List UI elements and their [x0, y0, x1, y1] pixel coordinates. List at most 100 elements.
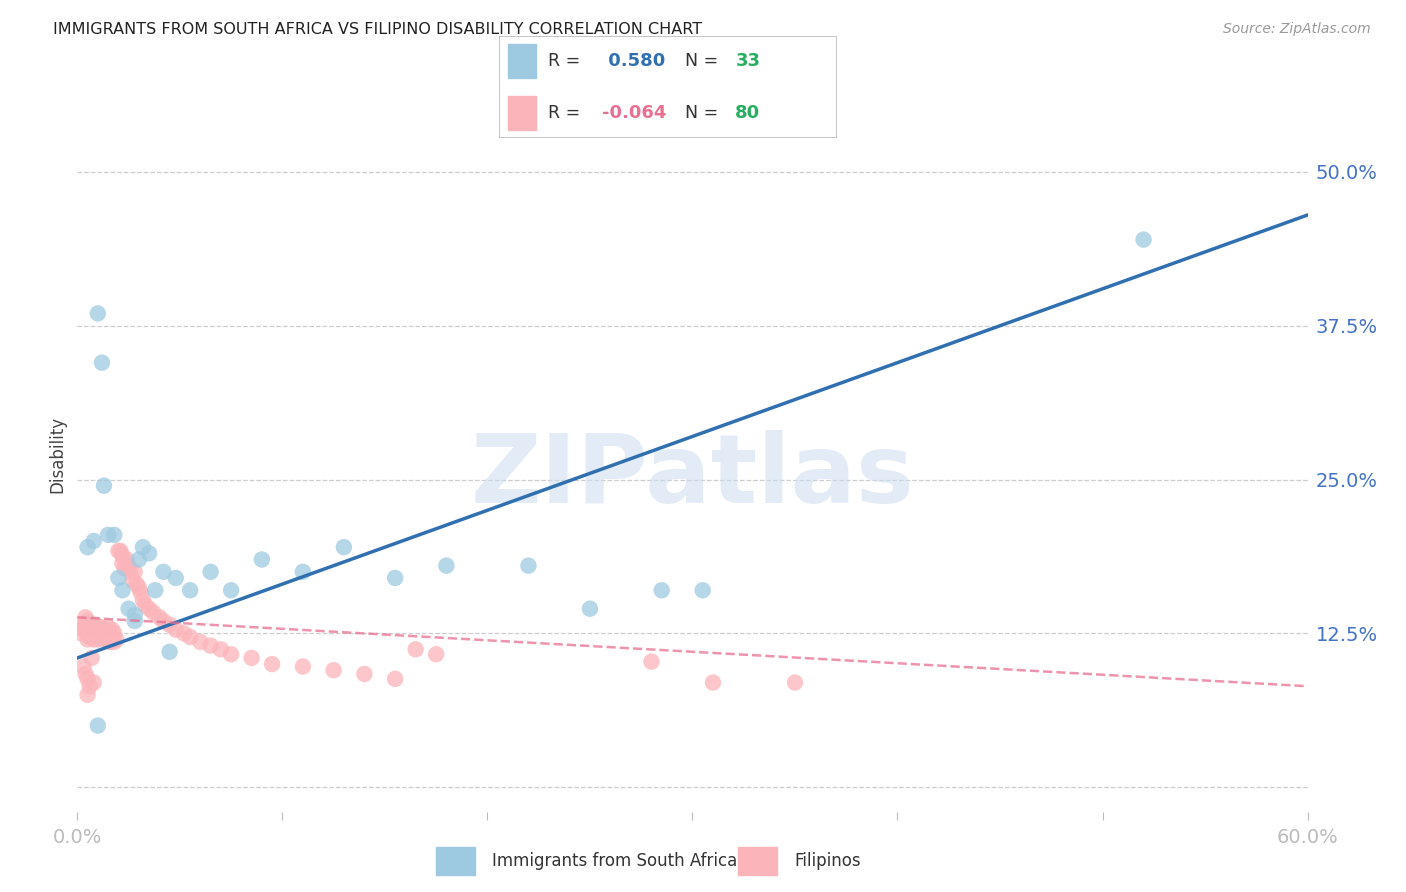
Point [692, 583, 714, 598]
Point [142, 606, 165, 620]
Point [87, 632, 110, 647]
Point [384, 571, 406, 585]
Text: N =: N = [685, 53, 724, 70]
Point [76, 672, 98, 686]
Point [72, 659, 94, 673]
Point [72, 623, 94, 637]
Point [125, 577, 148, 591]
Point [93, 632, 115, 647]
Point [93, 626, 115, 640]
Point [84, 626, 107, 640]
Point [83, 632, 105, 647]
Point [70, 626, 93, 640]
Point [93, 478, 115, 492]
Point [159, 645, 181, 659]
Point [138, 601, 160, 615]
Point [97, 528, 120, 542]
Point [117, 558, 139, 573]
Text: Source: ZipAtlas.com: Source: ZipAtlas.com [1223, 22, 1371, 37]
Point [134, 598, 156, 612]
Point [110, 544, 132, 558]
Y-axis label: Disability: Disability [48, 417, 66, 493]
Point [98, 626, 121, 640]
Point [103, 635, 125, 649]
Point [76, 623, 98, 637]
Point [76, 614, 98, 628]
Point [121, 574, 143, 588]
Point [291, 565, 314, 579]
Point [128, 581, 150, 595]
Point [101, 623, 124, 637]
Point [651, 583, 673, 598]
Point [702, 675, 724, 690]
Bar [508, 45, 536, 78]
Point [200, 639, 222, 653]
Point [152, 565, 174, 579]
Point [107, 544, 129, 558]
Point [111, 549, 134, 563]
Point [90, 623, 114, 637]
Point [640, 655, 662, 669]
Text: N =: N = [685, 103, 724, 121]
Point [103, 528, 125, 542]
Bar [738, 847, 776, 875]
Point [200, 565, 222, 579]
Point [76, 540, 98, 554]
Text: 80: 80 [735, 103, 761, 121]
Point [165, 571, 187, 585]
Text: IMMIGRANTS FROM SOUTH AFRICA VS FILIPINO DISABILITY CORRELATION CHART: IMMIGRANTS FROM SOUTH AFRICA VS FILIPINO… [53, 22, 703, 37]
Point [179, 630, 201, 644]
Bar [436, 847, 475, 875]
Point [129, 585, 152, 599]
Point [188, 635, 212, 649]
Point [783, 675, 806, 690]
Point [405, 642, 427, 657]
Point [517, 558, 540, 573]
Point [111, 583, 134, 598]
Bar [508, 96, 536, 129]
Point [103, 626, 125, 640]
Point [87, 623, 110, 637]
Point [111, 556, 134, 570]
Point [83, 623, 105, 637]
Point [322, 663, 344, 677]
Point [94, 630, 117, 644]
Point [76, 688, 98, 702]
Point [384, 672, 406, 686]
Point [75, 617, 97, 632]
Point [148, 610, 170, 624]
Point [152, 614, 174, 628]
Point [87, 306, 110, 320]
Point [250, 552, 273, 566]
Point [117, 601, 139, 615]
Text: R =: R = [548, 53, 586, 70]
Point [436, 558, 458, 573]
Point [1132, 233, 1154, 247]
Point [107, 571, 129, 585]
Point [128, 552, 150, 566]
Text: 33: 33 [735, 53, 761, 70]
Point [262, 657, 284, 671]
Point [124, 565, 146, 579]
Text: 0.580: 0.580 [602, 53, 665, 70]
Text: R =: R = [548, 103, 586, 121]
Point [209, 642, 232, 657]
Point [353, 667, 375, 681]
Point [165, 623, 187, 637]
Point [79, 620, 101, 634]
Point [80, 617, 103, 632]
Point [179, 583, 201, 598]
Point [87, 718, 110, 732]
Point [240, 651, 263, 665]
Point [84, 617, 107, 632]
Point [97, 626, 120, 640]
Point [159, 617, 181, 632]
Point [291, 659, 314, 673]
Point [76, 632, 98, 647]
Point [105, 632, 128, 647]
Point [80, 626, 103, 640]
Point [115, 552, 138, 566]
Point [75, 610, 97, 624]
Point [173, 626, 195, 640]
Text: Immigrants from South Africa: Immigrants from South Africa [492, 852, 737, 871]
